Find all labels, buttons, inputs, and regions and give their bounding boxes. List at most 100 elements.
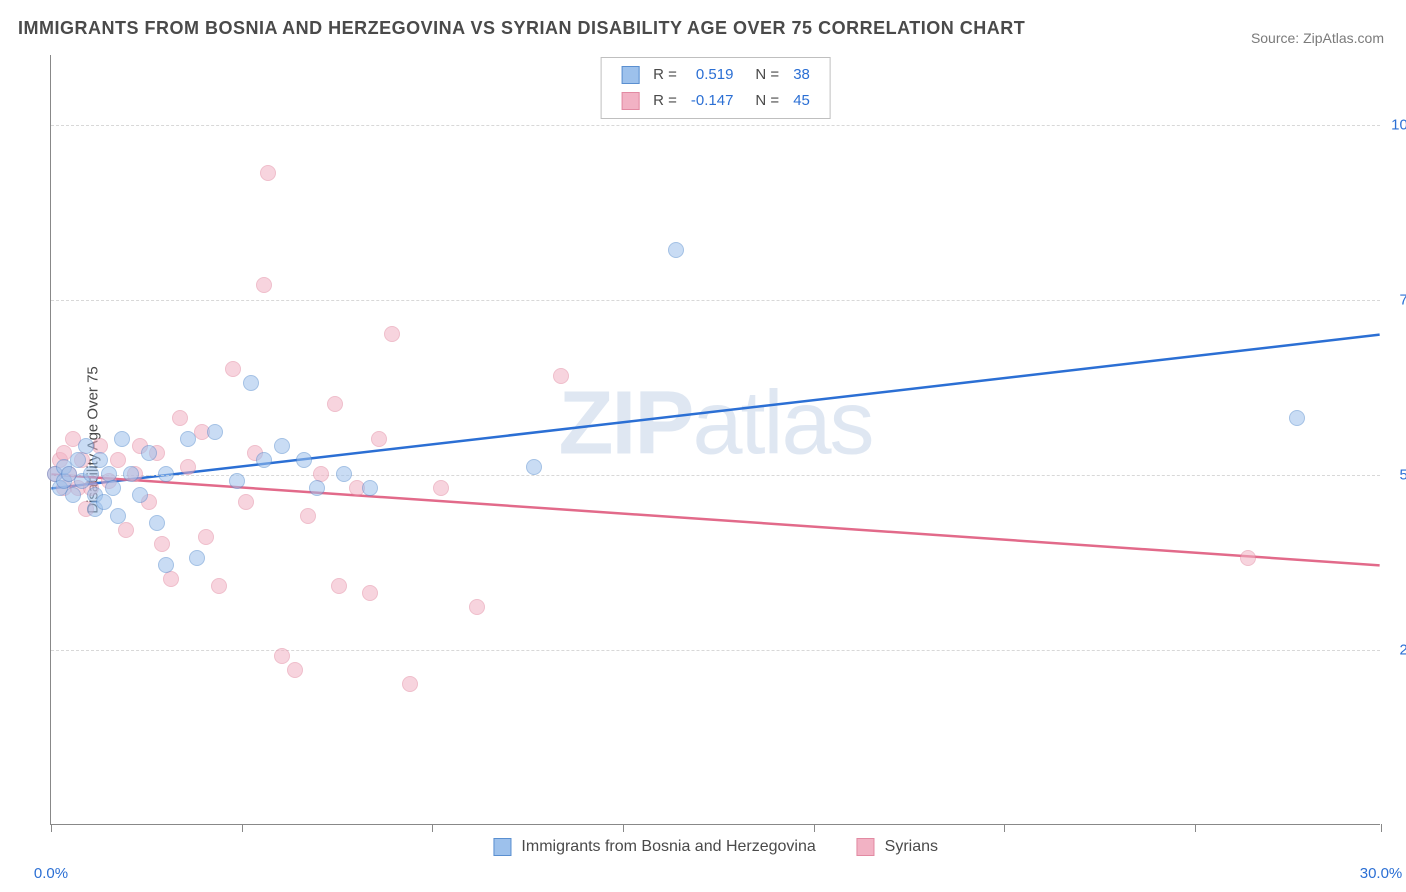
legend-r-label: R = [647, 63, 683, 87]
scatter-point [110, 452, 126, 468]
x-tick [623, 824, 624, 832]
watermark: ZIPatlas [558, 373, 872, 476]
scatter-point [211, 578, 227, 594]
gridline [51, 300, 1380, 301]
legend-swatch-bottom-1 [493, 838, 511, 856]
scatter-point [118, 522, 134, 538]
scatter-point [287, 662, 303, 678]
scatter-point [371, 431, 387, 447]
scatter-point [70, 452, 86, 468]
scatter-point [172, 410, 188, 426]
scatter-point [78, 438, 94, 454]
legend-label-2: Syrians [885, 838, 938, 855]
scatter-point [256, 277, 272, 293]
scatter-point [1240, 550, 1256, 566]
trend-lines-layer [51, 55, 1380, 824]
scatter-point [296, 452, 312, 468]
legend-item-1: Immigrants from Bosnia and Herzegovina [493, 838, 816, 855]
series-legend: Immigrants from Bosnia and Herzegovina S… [475, 838, 956, 856]
y-tick-label: 100.0% [1391, 117, 1406, 134]
scatter-point [384, 326, 400, 342]
scatter-point [132, 487, 148, 503]
legend-n-label: N = [741, 63, 785, 87]
gridline [51, 125, 1380, 126]
scatter-point [309, 480, 325, 496]
x-tick [432, 824, 433, 832]
scatter-point [229, 473, 245, 489]
y-tick-label: 75.0% [1399, 292, 1406, 309]
correlation-legend: R = 0.519 N = 38 R = -0.147 N = 45 [600, 57, 831, 119]
scatter-point [668, 242, 684, 258]
x-tick [814, 824, 815, 832]
scatter-point [141, 445, 157, 461]
scatter-point [96, 494, 112, 510]
trend-line [51, 474, 1379, 565]
legend-row-series-1: R = 0.519 N = 38 [615, 63, 816, 87]
chart-title: IMMIGRANTS FROM BOSNIA AND HERZEGOVINA V… [18, 18, 1025, 39]
scatter-point [433, 480, 449, 496]
x-tick [1381, 824, 1382, 832]
legend-n-value-1: 38 [787, 63, 816, 87]
scatter-point [158, 466, 174, 482]
legend-r-value-1: 0.519 [685, 63, 740, 87]
legend-swatch-1 [621, 66, 639, 84]
scatter-point [243, 375, 259, 391]
scatter-point [526, 459, 542, 475]
scatter-point [123, 466, 139, 482]
scatter-point [1289, 410, 1305, 426]
source-attribution: Source: ZipAtlas.com [1251, 30, 1384, 46]
legend-label-1: Immigrants from Bosnia and Herzegovina [521, 838, 815, 855]
legend-n-value-2: 45 [787, 89, 816, 113]
scatter-point [331, 578, 347, 594]
scatter-point [207, 424, 223, 440]
y-tick-label: 25.0% [1399, 642, 1406, 659]
scatter-point [260, 165, 276, 181]
scatter-point [189, 550, 205, 566]
scatter-point [274, 438, 290, 454]
x-tick [242, 824, 243, 832]
scatter-point [105, 480, 121, 496]
legend-item-2: Syrians [856, 838, 938, 855]
scatter-point [83, 466, 99, 482]
trend-line [51, 335, 1379, 489]
scatter-point [238, 494, 254, 510]
scatter-point [300, 508, 316, 524]
legend-swatch-bottom-2 [856, 838, 874, 856]
legend-r-value-2: -0.147 [685, 89, 740, 113]
scatter-point [362, 585, 378, 601]
scatter-point [158, 557, 174, 573]
legend-swatch-2 [621, 92, 639, 110]
scatter-point [274, 648, 290, 664]
gridline [51, 650, 1380, 651]
scatter-point [402, 676, 418, 692]
x-tick-label: 30.0% [1360, 865, 1403, 882]
x-tick-label: 0.0% [34, 865, 68, 882]
scatter-point [114, 431, 130, 447]
scatter-point [163, 571, 179, 587]
scatter-point [553, 368, 569, 384]
legend-row-series-2: R = -0.147 N = 45 [615, 89, 816, 113]
y-tick-label: 50.0% [1399, 467, 1406, 484]
scatter-point [225, 361, 241, 377]
scatter-point [198, 529, 214, 545]
scatter-point [256, 452, 272, 468]
legend-n-label: N = [741, 89, 785, 113]
scatter-point [469, 599, 485, 615]
x-tick [1195, 824, 1196, 832]
x-tick [1004, 824, 1005, 832]
scatter-point [65, 487, 81, 503]
gridline [51, 475, 1380, 476]
legend-r-label: R = [647, 89, 683, 113]
scatter-point [110, 508, 126, 524]
scatter-point [327, 396, 343, 412]
scatter-point [154, 536, 170, 552]
watermark-rest: atlas [692, 374, 872, 474]
scatter-point [180, 459, 196, 475]
scatter-point [180, 431, 196, 447]
watermark-bold: ZIP [558, 374, 692, 474]
scatter-point [336, 466, 352, 482]
x-tick [51, 824, 52, 832]
scatter-point [362, 480, 378, 496]
scatter-plot-area: Disability Age Over 75 ZIPatlas R = 0.51… [50, 55, 1380, 825]
scatter-point [149, 515, 165, 531]
